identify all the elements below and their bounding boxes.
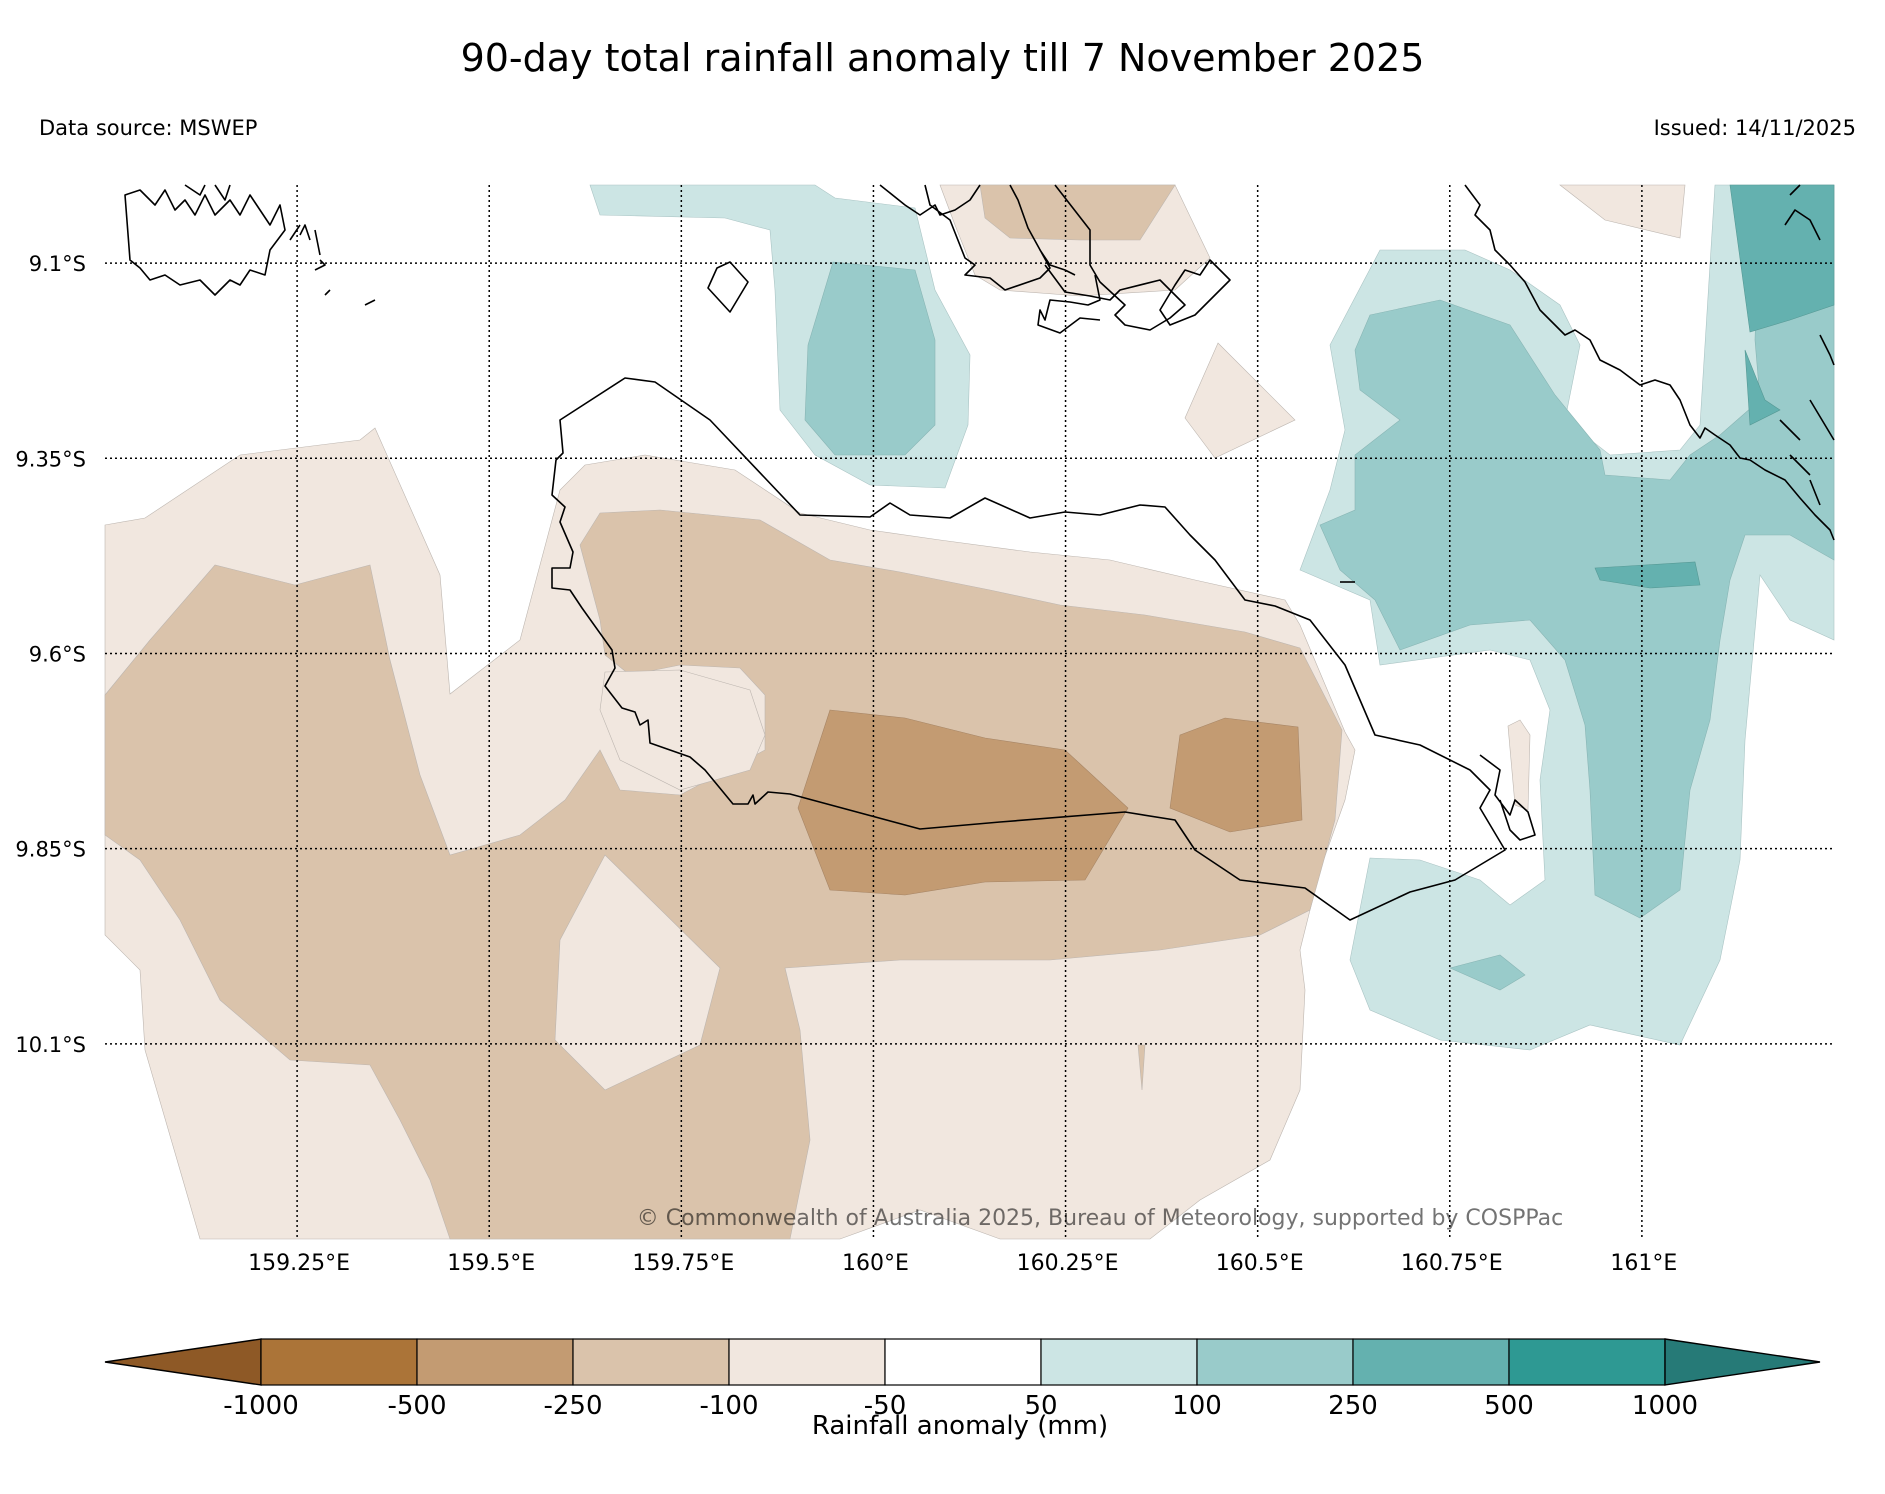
colorbar-bin <box>884 1338 1042 1386</box>
anomaly-shading-moderate-dry <box>104 184 1343 1240</box>
longitude-label: 160.25°E <box>1017 1251 1119 1276</box>
anomaly-shading-moderate-wet <box>804 184 1835 991</box>
latitude-label: 9.6°S <box>29 642 86 666</box>
dry-patch-east-top <box>1559 184 1686 239</box>
longitude-label: 161°E <box>1610 1251 1677 1276</box>
anomaly-shading-strong-wet <box>1594 184 1835 589</box>
dry-region-main <box>104 509 1343 1240</box>
coastline-florida-islands <box>879 184 1186 334</box>
colorbar-bin <box>728 1338 886 1386</box>
longitude-label: 159.75°E <box>632 1251 734 1276</box>
colorbar-tick-labels: -1000 -500 -250 -100 -50 50 100 250 500 1000 <box>223 1391 1698 1421</box>
coastline-guadalcanal-east-cape <box>1479 754 1536 841</box>
colorbar-bin <box>1352 1338 1510 1386</box>
dry-core-east <box>1169 717 1303 833</box>
wet-peak-east <box>1729 184 1835 333</box>
wet-core-north <box>804 261 936 456</box>
colorbar <box>104 1338 1821 1386</box>
longitude-label: 160.75°E <box>1401 1251 1503 1276</box>
longitude-label: 160°E <box>842 1251 909 1276</box>
chart-title: 90-day total rainfall anomaly till 7 Nov… <box>460 36 1425 80</box>
longitude-label: 159.25°E <box>248 1251 350 1276</box>
dry-region-south-small <box>1137 1044 1146 1091</box>
colorbar-tick-label: -1000 <box>223 1391 299 1421</box>
colorbar-bin <box>572 1338 730 1386</box>
colorbar-bin <box>1196 1338 1354 1386</box>
colorbar-bin <box>416 1338 574 1386</box>
colorbar-label: Rainfall anomaly (mm) <box>812 1411 1108 1441</box>
colorbar-under-arrow <box>104 1338 262 1386</box>
colorbar-bin <box>260 1338 418 1386</box>
latitude-label: 9.85°S <box>15 838 86 862</box>
wet-core-east <box>1319 184 1835 919</box>
colorbar-over-arrow <box>1664 1338 1821 1386</box>
dry-region-north-moderate <box>979 184 1176 241</box>
map-panel: 9.1°S9.35°S9.6°S9.85°S10.1°S 159.25°E 159… <box>15 184 1835 1276</box>
latitude-label: 9.35°S <box>15 447 86 471</box>
copyright-notice: © Commonwealth of Australia 2025, Bureau… <box>637 1206 1563 1231</box>
colorbar-bin <box>1040 1338 1198 1386</box>
dry-hole-central <box>599 669 766 791</box>
longitude-label: 160.5°E <box>1216 1251 1304 1276</box>
latitude-label: 10.1°S <box>15 1033 86 1057</box>
coastline-guadalcanal <box>551 377 1506 921</box>
wet-peak-strip <box>1594 561 1701 589</box>
colorbar-tick-label: 1000 <box>1632 1391 1698 1421</box>
wet-core-south <box>1449 954 1526 991</box>
coastline-malaita <box>1464 184 1835 541</box>
colorbar-tick-label: -250 <box>543 1391 602 1421</box>
latitude-label: 9.1°S <box>29 252 86 276</box>
graticule <box>105 185 1834 1239</box>
colorbar-tick-label: -500 <box>387 1391 446 1421</box>
coastline-russell <box>124 184 376 306</box>
longitude-labels: 159.25°E 159.5°E 159.75°E 160°E 160.25°E 160.… <box>248 1251 1677 1276</box>
wet-peak-small <box>1744 349 1781 426</box>
coastline-florida-east <box>1159 259 1231 326</box>
coastlines <box>124 184 1835 921</box>
colorbar-tick-label: -50 <box>864 1391 906 1421</box>
colorbar-tick-label: 250 <box>1328 1391 1378 1421</box>
colorbar-tick-label: 50 <box>1024 1391 1057 1421</box>
issued-date-label: Issued: 14/11/2025 <box>1653 116 1856 140</box>
dry-patch-east-narrow <box>1507 719 1531 811</box>
colorbar-tick-label: 500 <box>1484 1391 1534 1421</box>
dry-hole-west <box>554 854 721 1091</box>
data-source-label: Data source: MSWEP <box>39 116 258 140</box>
latitude-labels: 9.1°S 9.35°S 9.6°S 9.85°S 10.1°S <box>15 252 86 1057</box>
colorbar-tick-label: -100 <box>699 1391 758 1421</box>
coastline-savo <box>707 261 749 313</box>
longitude-label: 159.5°E <box>447 1251 535 1276</box>
colorbar-bin <box>1508 1338 1666 1386</box>
colorbar-tick-label: 100 <box>1172 1391 1222 1421</box>
